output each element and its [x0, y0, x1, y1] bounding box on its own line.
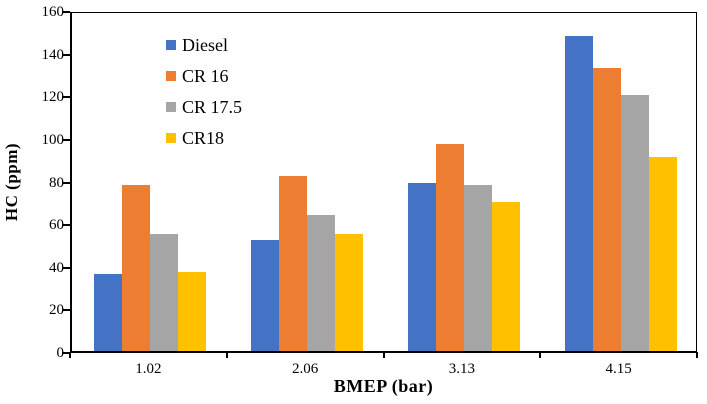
y-tick-label: 80	[49, 174, 64, 191]
x-tick-mark	[69, 352, 71, 358]
y-tick-mark	[63, 11, 70, 13]
bar-cr-16-1.02	[122, 184, 151, 351]
legend-label: CR18	[182, 127, 225, 148]
x-category-label: 1.02	[135, 361, 162, 377]
bar-cr-17-5-2.06	[307, 214, 336, 351]
legend: Diesel CR 16 CR 17.5 CR18	[166, 29, 242, 153]
legend-marker-icon	[166, 101, 176, 112]
y-tick-mark	[63, 224, 70, 227]
bar-cr-17-5-3.13	[463, 184, 492, 351]
legend-item-cr-16: CR 16	[166, 60, 242, 91]
y-axis-title: HC (ppm)	[2, 142, 21, 222]
y-tick-mark	[63, 96, 70, 99]
legend-label: CR 16	[182, 65, 229, 86]
legend-item-cr-17-5: CR 17.5	[166, 91, 242, 122]
y-tick-mark	[63, 138, 70, 141]
bar-cr-16-2.06	[279, 176, 308, 351]
legend-marker-icon	[166, 39, 176, 50]
bar-cr18-1.02	[178, 272, 207, 351]
x-tick-mark	[382, 352, 385, 358]
bar-diesel-1.02	[94, 274, 123, 351]
bar-cr-16-4.15	[592, 67, 621, 351]
bar-cr18-2.06	[335, 233, 364, 351]
y-tick-mark	[63, 309, 70, 312]
y-tick-label: 20	[49, 302, 64, 319]
y-tick-label: 120	[41, 89, 65, 106]
legend-label: CR 17.5	[182, 96, 243, 117]
x-category-label: 2.06	[292, 361, 319, 377]
legend-marker-icon	[166, 70, 176, 81]
legend-item-diesel: Diesel	[166, 29, 242, 60]
bar-cr-16-3.13	[435, 144, 464, 351]
bar-diesel-2.06	[251, 240, 280, 351]
legend-item-cr18: CR18	[166, 122, 242, 153]
y-tick-label: 160	[41, 4, 65, 20]
plot-area: Diesel CR 16 CR 17.5 CR18	[70, 12, 697, 353]
y-tick-mark	[63, 352, 70, 354]
y-tick-label: 0	[56, 345, 65, 361]
y-tick-mark	[63, 181, 70, 184]
bar-diesel-3.13	[407, 182, 436, 351]
y-tick-label: 100	[41, 131, 65, 148]
bar-cr-17-5-1.02	[150, 233, 179, 351]
y-tick-label: 140	[41, 46, 65, 63]
bar-cr18-4.15	[648, 157, 677, 351]
bar-diesel-4.15	[564, 35, 593, 351]
y-tick-mark	[63, 266, 70, 269]
bar-cr-17-5-4.15	[620, 95, 649, 351]
bar-cr18-3.13	[491, 201, 520, 351]
x-category-label: 3.13	[448, 361, 475, 377]
x-category-label: 4.15	[605, 361, 632, 377]
x-axis-title: BMEP (bar)	[333, 376, 434, 396]
legend-marker-icon	[166, 132, 176, 143]
x-tick-mark	[696, 352, 698, 358]
legend-label: Diesel	[182, 34, 228, 55]
x-tick-mark	[225, 352, 228, 358]
x-tick-mark	[539, 352, 542, 358]
y-tick-label: 40	[49, 259, 64, 276]
y-tick-mark	[63, 53, 70, 56]
y-tick-label: 60	[49, 217, 64, 234]
